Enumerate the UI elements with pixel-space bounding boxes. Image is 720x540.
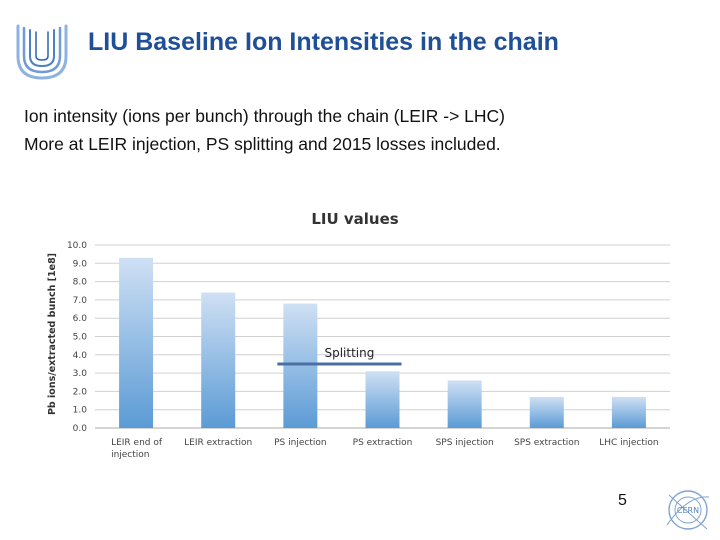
- y-tick-label: 4.0: [73, 351, 88, 361]
- bar: [365, 371, 400, 428]
- y-tick-label: 5.0: [73, 333, 88, 343]
- x-tick-label: SPS injection: [436, 438, 494, 448]
- cern-logo-text: CERN: [677, 506, 699, 515]
- x-tick-label: PS extraction: [353, 438, 413, 448]
- y-tick-label: 3.0: [73, 369, 88, 379]
- page-number: 5: [618, 492, 627, 509]
- y-tick-label: 1.0: [73, 406, 88, 416]
- bar: [611, 396, 646, 428]
- y-tick-label: 8.0: [73, 278, 88, 288]
- bar: [119, 257, 154, 428]
- x-tick-label: LEIR extraction: [184, 438, 252, 448]
- x-tick-label: LHC injection: [599, 438, 658, 448]
- y-tick-label: 10.0: [67, 241, 87, 251]
- bar: [283, 303, 318, 428]
- splitting-annotation: Splitting: [324, 346, 374, 360]
- x-tick-label: SPS extraction: [514, 438, 579, 448]
- bar: [201, 292, 236, 428]
- x-tick-label: LEIR end of: [111, 438, 163, 448]
- y-tick-label: 6.0: [73, 314, 88, 324]
- page-title: LIU Baseline Ion Intensities in the chai…: [88, 28, 559, 56]
- subtitle-line-1: Ion intensity (ions per bunch) through t…: [24, 106, 506, 126]
- bar-chart: LIU values Pb ions/extracted bunch [1e8]…: [47, 210, 670, 460]
- subtitle-line-2: More at LEIR injection, PS splitting and…: [24, 134, 501, 154]
- x-tick-label: PS injection: [274, 438, 326, 448]
- x-tick-label: injection: [111, 450, 149, 460]
- bar: [447, 380, 482, 428]
- cern-logo-icon: CERN: [666, 490, 710, 530]
- y-tick-label: 7.0: [73, 296, 88, 306]
- y-tick-label: 2.0: [73, 387, 88, 397]
- y-tick-label: 9.0: [73, 259, 88, 269]
- y-axis-label: Pb ions/extracted bunch [1e8]: [47, 253, 58, 415]
- y-tick-label: 0.0: [73, 424, 88, 434]
- chart-title: LIU values: [311, 210, 398, 228]
- liu-logo-icon: [16, 24, 68, 80]
- bar: [529, 396, 564, 428]
